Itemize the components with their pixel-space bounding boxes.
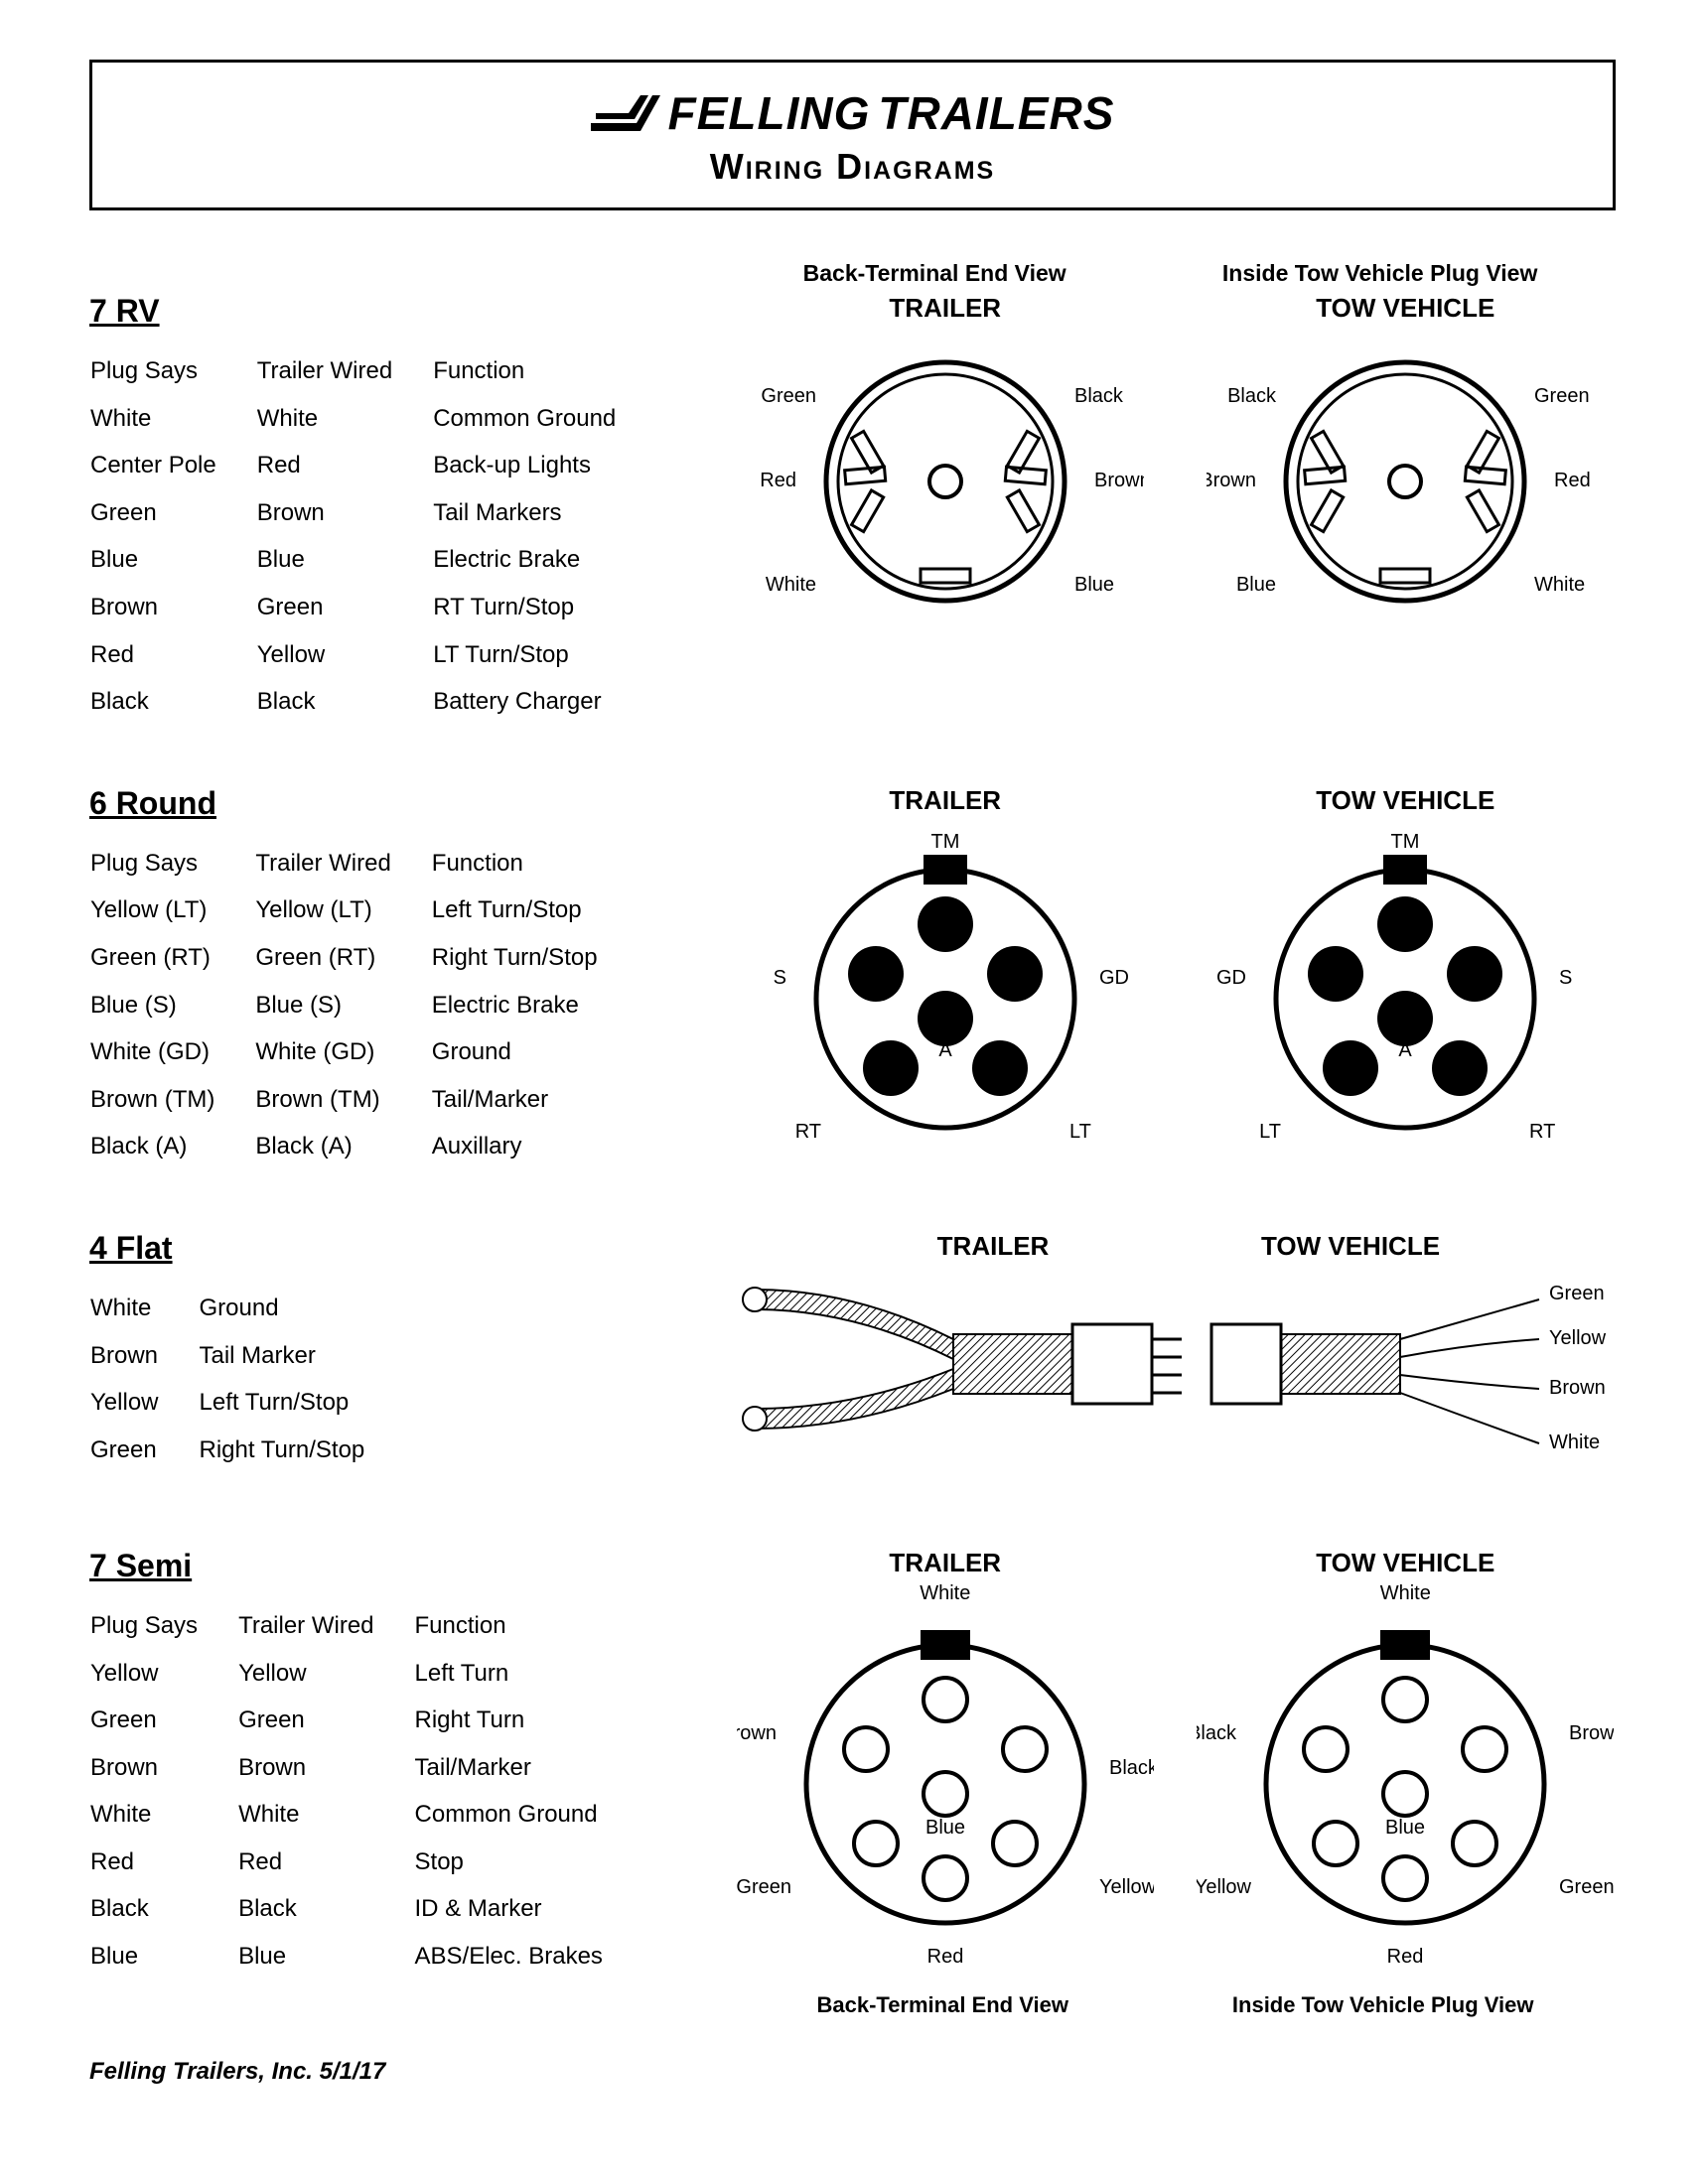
- svg-text:White: White: [1534, 574, 1585, 596]
- semi7-caption-right: Inside Tow Vehicle Plug View: [1232, 1992, 1534, 2018]
- svg-text:Red: Red: [760, 470, 796, 491]
- logo-text-1: FELLING: [668, 86, 871, 140]
- round6-tow-diagram: TOW VEHICLE TM GD: [1207, 785, 1604, 1158]
- svg-text:Black: Black: [1227, 385, 1277, 407]
- svg-text:LT: LT: [1069, 1121, 1091, 1143]
- title-6round: 6 Round: [89, 785, 705, 822]
- svg-text:S: S: [773, 967, 785, 989]
- rv7-tow-svg: Black Green Brown Red Blue White: [1207, 328, 1604, 625]
- svg-text:Brown: Brown: [1094, 470, 1144, 491]
- subtitle: Wiring Diagrams: [112, 146, 1593, 188]
- table-4flat: WhiteGround BrownTail Marker YellowLeft …: [89, 1285, 404, 1473]
- rv7-tow-diagram: TOW VEHICLE: [1207, 293, 1604, 625]
- svg-text:Brown: Brown: [1549, 1377, 1606, 1399]
- svg-text:GD: GD: [1099, 967, 1129, 989]
- title-4flat: 4 Flat: [89, 1230, 705, 1267]
- semi7-caption-left: Back-Terminal End View: [816, 1992, 1068, 2018]
- table-7rv: Plug SaysTrailer WiredFunction WhiteWhit…: [89, 347, 655, 726]
- svg-text:S: S: [1559, 967, 1572, 989]
- svg-text:Blue: Blue: [1385, 1817, 1425, 1839]
- svg-text:Green: Green: [761, 385, 816, 407]
- section-4flat: 4 Flat WhiteGround BrownTail Marker Yell…: [89, 1230, 1616, 1488]
- round6-trailer-diagram: TRAILER TM: [747, 785, 1144, 1158]
- svg-text:A: A: [1399, 1039, 1413, 1061]
- svg-text:Red: Red: [1387, 1946, 1424, 1968]
- svg-text:RT: RT: [794, 1121, 820, 1143]
- section-7rv: 7 RV Plug SaysTrailer WiredFunction Whit…: [89, 293, 1616, 726]
- title-7rv: 7 RV: [89, 293, 705, 330]
- semi7-trailer-svg: Blue Brown Black Green Yellow Red: [737, 1605, 1154, 1982]
- section-6round: 6 Round Plug SaysTrailer WiredFunction Y…: [89, 785, 1616, 1170]
- section-7semi: 7 Semi Plug SaysTrailer WiredFunction Ye…: [89, 1548, 1616, 2018]
- semi7-tow-svg: Blue Black Brown Yellow Green Red: [1197, 1605, 1614, 1982]
- table-6round: Plug SaysTrailer WiredFunction Yellow (L…: [89, 840, 638, 1170]
- semi7-tow-diagram: TOW VEHICLE White: [1197, 1548, 1614, 1982]
- svg-text:White: White: [766, 574, 816, 596]
- svg-text:Blue: Blue: [1074, 574, 1114, 596]
- svg-text:Green: Green: [737, 1876, 791, 1898]
- svg-text:Yellow: Yellow: [1549, 1327, 1607, 1349]
- view-label-left: Back-Terminal End View: [803, 260, 1066, 287]
- svg-text:Blue: Blue: [925, 1817, 965, 1839]
- rv7-trailer-diagram: TRAILER: [747, 293, 1144, 625]
- top-view-labels: Back-Terminal End View Inside Tow Vehicl…: [725, 260, 1616, 287]
- svg-text:Red: Red: [926, 1946, 963, 1968]
- svg-text:Green: Green: [1549, 1283, 1605, 1304]
- svg-text:Green: Green: [1559, 1876, 1614, 1898]
- svg-text:Brown: Brown: [1207, 470, 1256, 491]
- logo-swoosh-icon: [591, 93, 660, 133]
- svg-text:White: White: [1549, 1432, 1600, 1453]
- svg-text:TM: TM: [930, 831, 959, 853]
- page-footer: Felling Trailers, Inc. 5/1/17: [89, 2058, 1616, 2086]
- svg-text:Brown: Brown: [737, 1722, 777, 1744]
- svg-text:Black: Black: [1074, 385, 1124, 407]
- svg-text:RT: RT: [1529, 1121, 1555, 1143]
- round6-tow-svg: TM GD S A LT RT: [1207, 820, 1604, 1158]
- svg-text:A: A: [938, 1039, 952, 1061]
- svg-text:Black: Black: [1197, 1722, 1237, 1744]
- rv7-trailer-svg: Green Black Red Brown White Blue: [747, 328, 1144, 625]
- svg-text:Yellow: Yellow: [1099, 1876, 1154, 1898]
- semi7-trailer-diagram: TRAILER White: [737, 1548, 1154, 1982]
- svg-text:TRAILER: TRAILER: [937, 1231, 1050, 1261]
- header-box: FELLING TRAILERS Wiring Diagrams: [89, 60, 1616, 210]
- logo-text-2: TRAILERS: [878, 86, 1114, 140]
- svg-text:TOW VEHICLE: TOW VEHICLE: [1261, 1231, 1440, 1261]
- svg-text:GD: GD: [1216, 967, 1246, 989]
- table-7semi: Plug SaysTrailer WiredFunction YellowYel…: [89, 1602, 642, 1980]
- svg-text:Brown: Brown: [1569, 1722, 1614, 1744]
- flat4-svg: TRAILER TOW VEHICLE: [735, 1230, 1629, 1488]
- view-label-right: Inside Tow Vehicle Plug View: [1222, 260, 1537, 287]
- svg-text:Yellow: Yellow: [1197, 1876, 1252, 1898]
- svg-text:Red: Red: [1554, 470, 1591, 491]
- svg-text:Green: Green: [1534, 385, 1590, 407]
- svg-text:Blue: Blue: [1236, 574, 1276, 596]
- svg-text:LT: LT: [1259, 1121, 1281, 1143]
- svg-text:Black: Black: [1109, 1757, 1154, 1779]
- round6-trailer-svg: TM S GD A RT LT: [747, 820, 1144, 1158]
- title-7semi: 7 Semi: [89, 1548, 705, 1584]
- logo: FELLING TRAILERS: [591, 86, 1115, 140]
- svg-text:TM: TM: [1391, 831, 1420, 853]
